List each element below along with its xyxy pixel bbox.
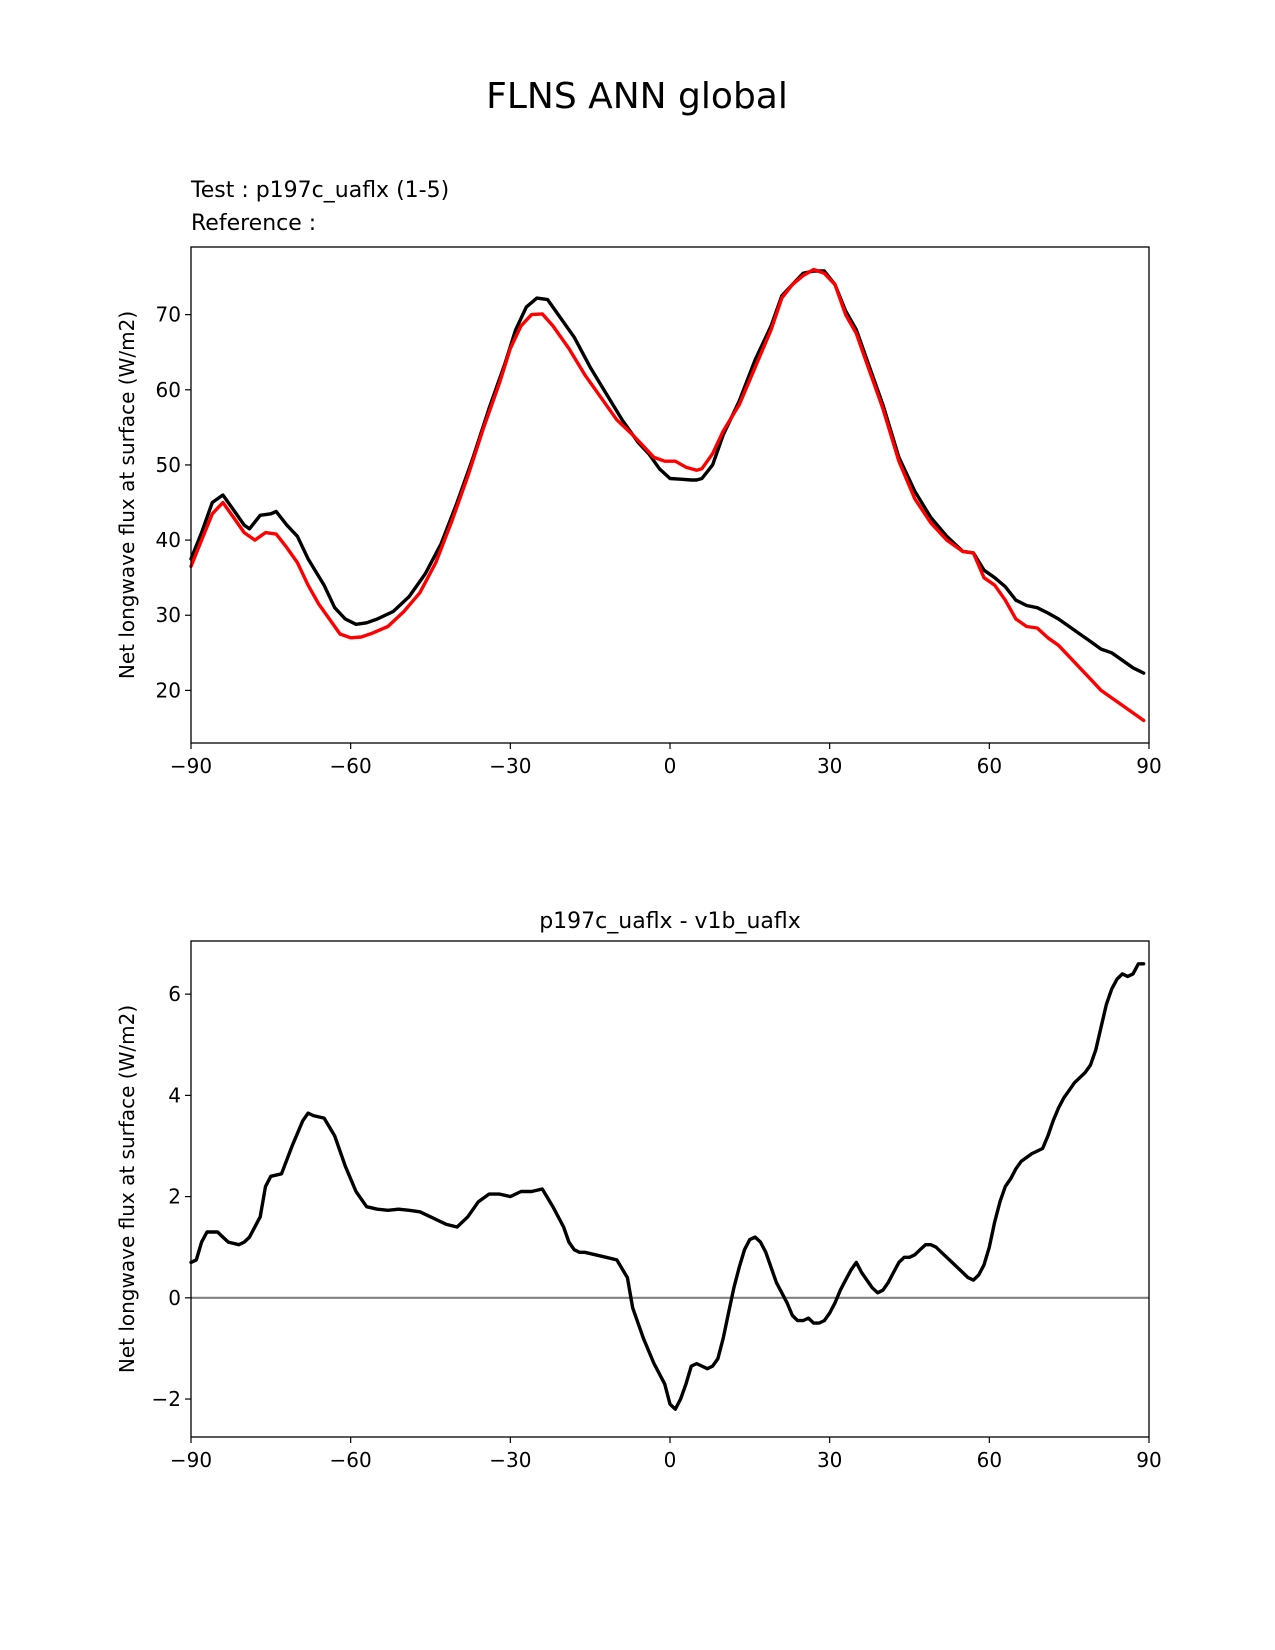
top-y-axis-label: Net longwave flux at surface (W/m2) <box>115 311 139 679</box>
top-series-group <box>189 267 1146 723</box>
bottom-x-tick-label: 90 <box>1136 1448 1161 1472</box>
bottom-x-tick-label: 60 <box>977 1448 1002 1472</box>
difference-title: p197c_uaflx - v1b_uaflx <box>539 909 801 934</box>
reference-label: Reference : <box>191 211 316 236</box>
bottom-x-tick-label: 30 <box>817 1448 842 1472</box>
bottom-y-tick-label: 6 <box>168 982 181 1006</box>
figure-title: FLNS ANN global <box>486 76 788 117</box>
top-x-tick-label: 60 <box>977 754 1002 778</box>
bottom-x-tick-label: −60 <box>330 1448 372 1472</box>
top-x-tick-label: 0 <box>664 754 677 778</box>
top-series-line-0 <box>189 269 1146 675</box>
bottom-y-tick-label: 0 <box>168 1286 181 1310</box>
top-series-line-1 <box>189 267 1146 723</box>
test-label: Test : p197c_uaflx (1-5) <box>190 178 449 203</box>
bottom-y-axis-label: Net longwave flux at surface (W/m2) <box>115 1005 139 1373</box>
bottom-axis-ticks: −90 −60 −30 0 30 60 90 −2 0 2 4 6 <box>152 982 1162 1472</box>
top-axis-ticks: −90 −60 −30 0 30 60 90 20 30 40 50 60 70 <box>156 303 1162 778</box>
bottom-x-tick-label: −90 <box>170 1448 212 1472</box>
bottom-series-group <box>189 962 1149 1411</box>
bottom-panel: p197c_uaflx - v1b_uaflx −90 −60 −30 0 30 60 90… <box>115 909 1162 1472</box>
top-panel: Test : p197c_uaflx (1-5) Reference : −90… <box>115 178 1162 778</box>
top-x-tick-label: −60 <box>330 754 372 778</box>
top-y-tick-label: 50 <box>156 453 181 477</box>
bottom-x-tick-label: −30 <box>489 1448 531 1472</box>
top-x-tick-label: 90 <box>1136 754 1161 778</box>
top-y-tick-label: 40 <box>156 528 181 552</box>
top-x-tick-label: −30 <box>489 754 531 778</box>
top-y-tick-label: 20 <box>156 678 181 702</box>
bottom-y-tick-label: 2 <box>168 1185 181 1209</box>
top-y-tick-label: 30 <box>156 603 181 627</box>
bottom-y-tick-label: −2 <box>152 1387 181 1411</box>
top-plot-frame <box>190 246 1150 744</box>
top-y-tick-label: 70 <box>156 303 181 327</box>
bottom-series-line-0 <box>189 962 1146 1411</box>
top-y-tick-label: 60 <box>156 378 181 402</box>
top-x-tick-label: −90 <box>170 754 212 778</box>
bottom-y-tick-label: 4 <box>168 1083 181 1107</box>
top-x-tick-label: 30 <box>817 754 842 778</box>
bottom-x-tick-label: 0 <box>664 1448 677 1472</box>
